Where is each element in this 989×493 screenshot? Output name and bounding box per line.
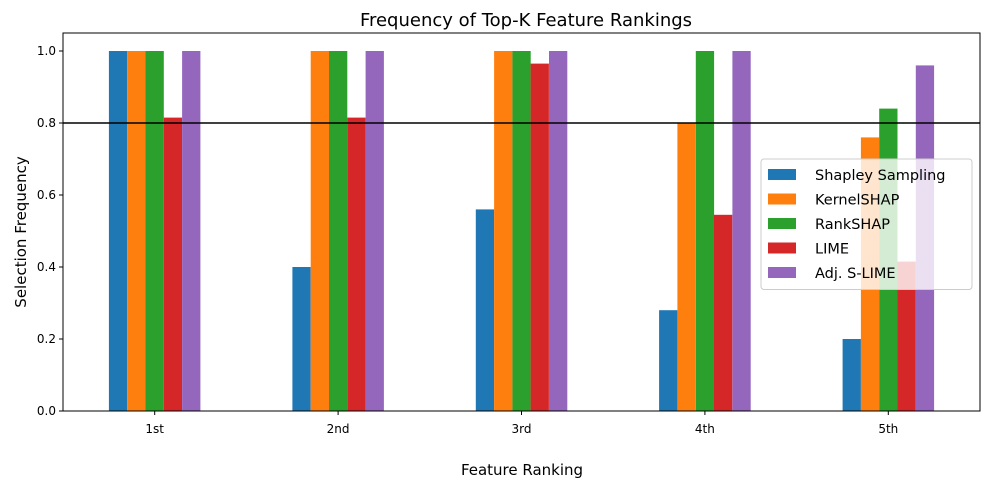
legend-swatch — [768, 218, 796, 229]
bar-kernelshap-1st — [127, 51, 146, 411]
bar-shapley-sampling-1st — [108, 51, 128, 411]
legend-swatch — [768, 242, 796, 254]
legend-label: Shapley Sampling — [815, 168, 946, 184]
legend-label: RankSHAP — [815, 217, 890, 233]
x-tick-label: 2nd — [327, 422, 350, 436]
y-axis-label: Selection Frequency — [12, 156, 30, 308]
bar-rankshap-3rd — [512, 51, 531, 411]
bar-kernelshap-4th — [677, 123, 696, 411]
x-axis-label: Feature Ranking — [461, 461, 583, 479]
legend-swatch — [768, 169, 796, 180]
x-tick-label: 5th — [878, 422, 898, 436]
bar-shapley-sampling-2nd — [292, 267, 311, 411]
bar-rankshap-1st — [145, 51, 164, 411]
bar-adj-s-lime-3rd — [549, 51, 568, 411]
legend-label: LIME — [815, 242, 849, 258]
bar-lime-5th — [897, 261, 916, 411]
bar-rankshap-4th — [695, 51, 715, 411]
legend-label: KernelSHAP — [815, 193, 900, 209]
y-tick-label: 0.8 — [37, 116, 56, 130]
bar-shapley-sampling-5th — [842, 339, 861, 411]
bar-lime-2nd — [347, 117, 366, 411]
legend-swatch — [768, 193, 796, 205]
bar-rankshap-2nd — [329, 51, 348, 411]
y-tick-label: 0.2 — [37, 332, 56, 346]
bar-adj-s-lime-2nd — [365, 51, 384, 411]
bar-kernelshap-2nd — [310, 51, 329, 411]
y-tick-label: 0.4 — [37, 260, 56, 274]
x-tick-label: 4th — [695, 422, 715, 436]
x-tick-label: 3rd — [512, 422, 532, 436]
bar-adj-s-lime-1st — [182, 51, 201, 411]
bar-shapley-sampling-3rd — [475, 209, 495, 411]
bar-lime-4th — [714, 214, 733, 411]
legend-swatch — [768, 267, 796, 278]
legend: Shapley Sampling KernelSHAP RankSHAP LIME Ad… — [760, 158, 973, 290]
y-tick-label: 1.0 — [37, 44, 56, 58]
bar-shapley-sampling-4th — [659, 310, 678, 411]
legend-box — [760, 158, 973, 290]
y-tick-label: 0.0 — [37, 404, 56, 418]
plot-area: 0.0 0.2 0.4 0.6 0.8 1.0 1st 2nd 3rd 4th 5th Shapley… — [37, 32, 981, 436]
bar-lime-3rd — [530, 63, 549, 411]
legend-label: Adj. S-LIME — [815, 266, 896, 282]
chart-title: Frequency of Top-K Feature Rankings — [360, 10, 692, 31]
bar-adj-s-lime-4th — [732, 51, 751, 411]
bar-kernelshap-3rd — [494, 51, 513, 411]
x-tick-label: 1st — [145, 422, 164, 436]
y-tick-label: 0.6 — [37, 188, 56, 202]
bar-lime-1st — [163, 117, 183, 411]
